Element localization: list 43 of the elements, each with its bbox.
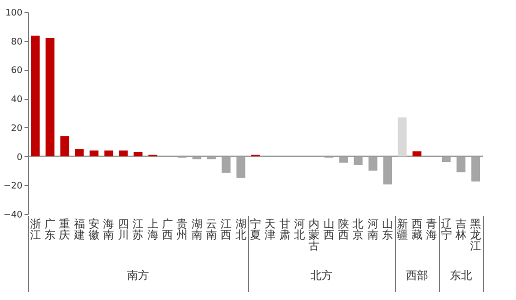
- x-tick-label: 陕西: [338, 218, 350, 242]
- x-tick-label: 广西: [162, 218, 173, 242]
- y-tick-label: 0: [16, 152, 23, 163]
- x-tick-label: 山西: [323, 218, 334, 242]
- x-tick-label: 甘肃: [279, 218, 290, 242]
- x-tick-label: 上海: [147, 218, 158, 242]
- y-tick-label: 20: [11, 124, 23, 134]
- y-tick-label: −20: [4, 182, 23, 192]
- x-tick-label: 北京: [352, 218, 364, 242]
- x-tick-label: 湖北: [235, 218, 246, 242]
- x-tick-label: 海南: [103, 218, 114, 242]
- x-tick-label: 内蒙古: [308, 218, 320, 252]
- y-tick-label: 100: [5, 8, 23, 18]
- x-tick-label: 吉林: [454, 218, 466, 242]
- x-tick-label: 广东: [44, 218, 56, 242]
- y-tick-label: 80: [11, 37, 23, 48]
- text: 南方: [127, 269, 150, 282]
- text: 西部: [406, 269, 428, 282]
- text: 北方: [310, 269, 333, 282]
- x-tick-label: 宁夏: [250, 218, 261, 242]
- y-tick-label: 60: [11, 66, 23, 76]
- x-tick-label: 重庆: [59, 218, 70, 242]
- x-tick-label: 河南: [367, 218, 378, 242]
- x-tick-label: 山东: [382, 218, 394, 242]
- y-tick-label: −40: [4, 210, 23, 220]
- x-tick-label: 新疆: [396, 218, 408, 242]
- x-tick-label: 青海: [426, 218, 438, 242]
- x-tick-label: 湖南: [191, 218, 202, 242]
- x-tick-label: 安徽: [88, 218, 100, 242]
- x-tick-label: 江苏: [132, 218, 144, 242]
- x-tick-label: 四川: [118, 218, 129, 242]
- x-tick-label: 黑龙江: [470, 218, 482, 252]
- x-tick-label: 天津: [264, 218, 276, 242]
- x-tick-label: 辽宁: [440, 218, 452, 242]
- text: 东北: [450, 269, 472, 282]
- y-tick-label: 40: [11, 95, 23, 106]
- x-tick-label: 贵州: [176, 218, 188, 242]
- x-tick-label: 云南: [206, 218, 217, 242]
- x-tick-label: 河北: [294, 218, 306, 242]
- x-tick-label: 福建: [72, 218, 85, 242]
- x-tick-label: 浙江: [30, 218, 41, 242]
- x-tick-label: 西藏: [411, 218, 422, 242]
- x-tick-label: 江西: [220, 218, 232, 242]
